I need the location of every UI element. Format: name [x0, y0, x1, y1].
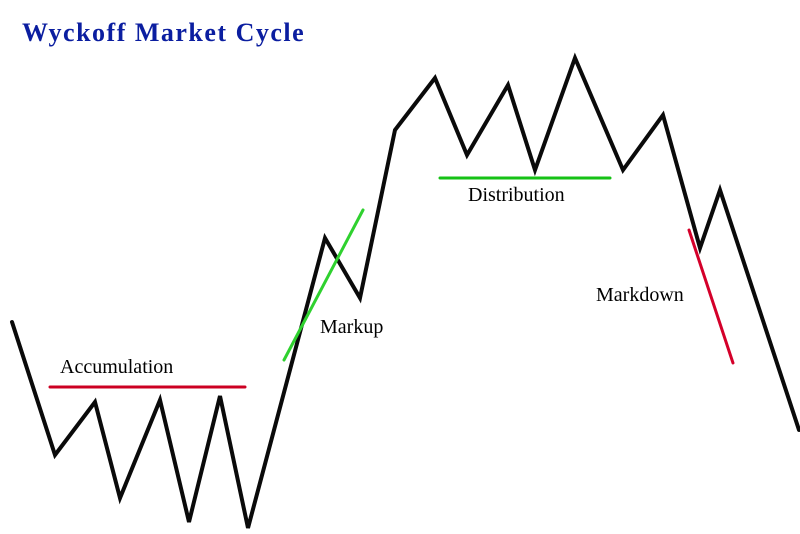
- wyckoff-cycle-diagram: Wyckoff Market Cycle Accumulation Markup…: [0, 0, 800, 534]
- phase-label-markdown: Markdown: [596, 284, 684, 307]
- diagram-svg: [0, 0, 800, 534]
- phase-label-distribution: Distribution: [468, 184, 565, 207]
- diagram-title: Wyckoff Market Cycle: [22, 18, 305, 48]
- phase-label-markup: Markup: [320, 316, 383, 339]
- markdown-line: [689, 230, 733, 363]
- phase-label-accumulation: Accumulation: [60, 356, 173, 379]
